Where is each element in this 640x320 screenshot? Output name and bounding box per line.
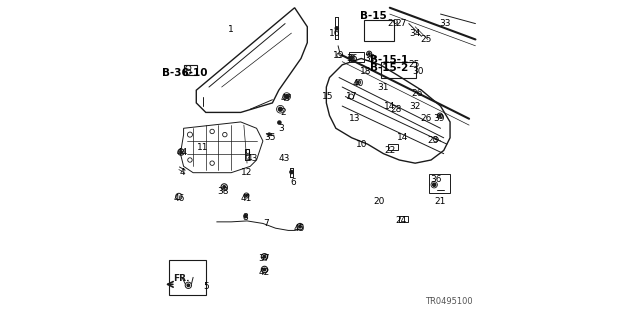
Text: B-36-10: B-36-10	[163, 68, 208, 78]
Text: 46: 46	[173, 194, 184, 203]
Text: 20: 20	[373, 197, 385, 206]
Text: 24: 24	[396, 216, 406, 225]
Text: 8: 8	[243, 212, 248, 222]
Text: 11: 11	[197, 143, 209, 152]
Circle shape	[268, 133, 271, 136]
Text: 27: 27	[396, 19, 406, 28]
Circle shape	[246, 195, 247, 196]
Circle shape	[263, 255, 266, 258]
Text: 45: 45	[294, 224, 305, 233]
Text: 40: 40	[353, 79, 364, 88]
Text: 21: 21	[435, 197, 446, 206]
Circle shape	[278, 107, 282, 111]
Text: 15: 15	[322, 92, 333, 101]
Text: 25: 25	[420, 35, 432, 44]
Text: 47: 47	[281, 94, 292, 103]
Text: 29: 29	[387, 19, 399, 28]
Text: 9: 9	[244, 149, 250, 158]
Text: 39: 39	[433, 114, 445, 123]
Circle shape	[180, 151, 182, 153]
Circle shape	[357, 81, 359, 83]
Circle shape	[187, 284, 189, 287]
Circle shape	[335, 27, 339, 30]
Text: 38: 38	[218, 187, 229, 196]
Text: 33: 33	[440, 19, 451, 28]
Text: 10: 10	[355, 140, 367, 148]
Text: 25: 25	[408, 60, 419, 69]
Text: B-15: B-15	[360, 11, 387, 21]
Circle shape	[368, 53, 370, 55]
Text: B-15-1: B-15-1	[370, 55, 408, 65]
Circle shape	[223, 186, 225, 188]
Text: 19: 19	[333, 51, 344, 60]
Text: 26: 26	[411, 89, 422, 98]
Text: 6: 6	[290, 178, 296, 187]
Text: 44: 44	[177, 148, 188, 156]
Circle shape	[244, 215, 247, 218]
Text: 23: 23	[427, 136, 438, 146]
Text: 28: 28	[390, 105, 402, 114]
Text: 4: 4	[179, 168, 185, 177]
Text: B-15-2: B-15-2	[370, 63, 408, 73]
Text: 14: 14	[397, 133, 408, 142]
Text: 43: 43	[279, 154, 290, 163]
Text: 7: 7	[263, 219, 269, 228]
Circle shape	[278, 121, 281, 124]
Text: 26: 26	[420, 114, 432, 123]
Circle shape	[290, 171, 293, 174]
Text: 42: 42	[259, 268, 270, 277]
Text: 31: 31	[378, 83, 389, 92]
Text: 43: 43	[247, 154, 258, 163]
Text: 17: 17	[346, 92, 358, 101]
Circle shape	[263, 268, 266, 271]
Circle shape	[439, 115, 441, 116]
Circle shape	[350, 56, 353, 59]
Text: 34: 34	[410, 28, 421, 38]
Text: 16: 16	[328, 28, 340, 38]
Text: 37: 37	[259, 254, 270, 263]
Text: 12: 12	[241, 168, 253, 177]
Text: 14: 14	[384, 101, 396, 111]
Text: 36: 36	[430, 174, 442, 184]
Text: 36: 36	[347, 54, 358, 63]
Text: 22: 22	[384, 146, 396, 155]
Text: 2: 2	[281, 108, 286, 117]
Circle shape	[433, 183, 436, 186]
Text: 5: 5	[203, 282, 209, 292]
Text: 1: 1	[228, 25, 234, 35]
Circle shape	[299, 225, 301, 228]
Text: 3: 3	[278, 124, 284, 133]
Text: 32: 32	[410, 101, 421, 111]
Text: 41: 41	[241, 194, 252, 203]
Text: 35: 35	[264, 133, 276, 142]
Text: FR.: FR.	[173, 274, 190, 283]
Text: 18: 18	[360, 67, 372, 76]
Circle shape	[285, 95, 289, 99]
Text: TR0495100: TR0495100	[425, 297, 472, 306]
Text: 39: 39	[364, 54, 376, 63]
Text: 30: 30	[413, 67, 424, 76]
Text: 13: 13	[349, 114, 361, 123]
